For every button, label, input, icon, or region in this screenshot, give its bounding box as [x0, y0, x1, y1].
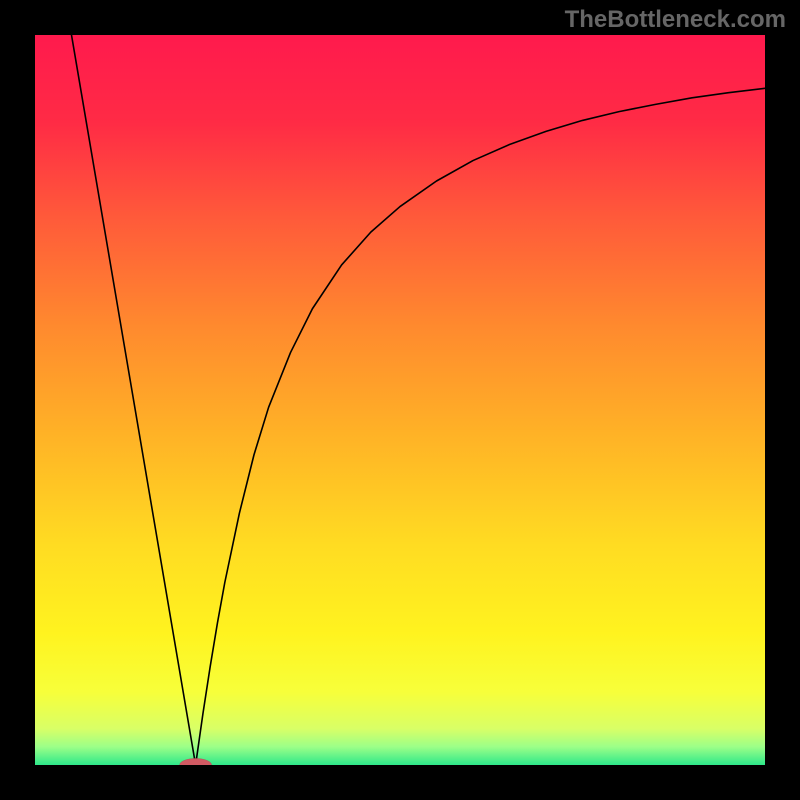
watermark-text: TheBottleneck.com — [565, 6, 786, 34]
chart-background — [35, 35, 765, 765]
plot-area — [35, 35, 765, 765]
chart-container: TheBottleneck.com — [0, 0, 800, 800]
chart-svg — [35, 35, 765, 765]
